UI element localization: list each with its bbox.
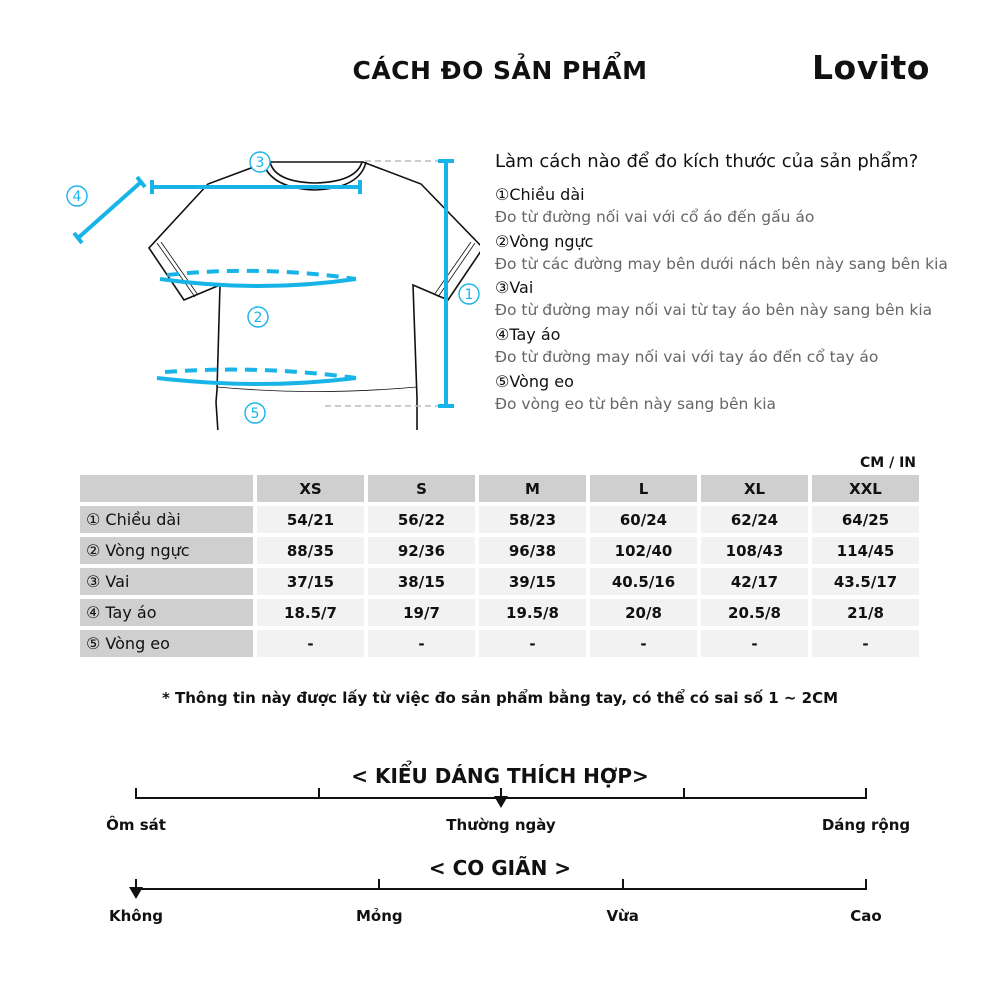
table-cell: 40.5/16: [590, 568, 697, 595]
scale-label: Cao: [850, 907, 882, 925]
table-cell: 21/8: [812, 599, 919, 626]
table-cell: 20/8: [590, 599, 697, 626]
scale-label: Không: [108, 907, 164, 925]
scale-tick: [621, 879, 624, 889]
page-title: CÁCH ĐO SẢN PHẨM: [352, 56, 648, 85]
table-cell: 56/22: [368, 506, 475, 533]
instruction-name: ④Tay áo: [495, 325, 561, 344]
table-header-xxl: XXL: [812, 475, 919, 502]
scale-tick: [500, 788, 502, 798]
table-header-xl: XL: [701, 475, 808, 502]
table-header-corner: [80, 475, 253, 502]
table-cell: -: [590, 630, 697, 657]
table-cell: 39/15: [479, 568, 586, 595]
scale-label: Ôm sát: [106, 816, 166, 834]
scale-tick: [378, 879, 381, 889]
label-chest: 2: [254, 310, 263, 326]
waist-measure-line: [156, 376, 357, 386]
table-cell: 60/24: [590, 506, 697, 533]
row-label: ① Chiều dài: [80, 506, 253, 533]
table-cell: 19/7: [368, 599, 475, 626]
scale-label: Thường ngày: [446, 816, 556, 834]
tshirt-outline: [147, 161, 480, 430]
instruction-desc: Đo từ các đường may bên dưới nách bên nà…: [495, 255, 948, 273]
instruction-name: ①Chiều dài: [495, 185, 585, 204]
fit-scale-title: < KIỂU DÁNG THÍCH HỢP>: [351, 764, 649, 788]
table-cell: 37/15: [257, 568, 364, 595]
table-cell: -: [257, 630, 364, 657]
scale-tick: [317, 788, 320, 798]
scale-tick: [865, 788, 867, 798]
scale-tick: [865, 879, 867, 889]
instruction-name: ③Vai: [495, 278, 534, 297]
brand-logo: Lovito: [812, 48, 930, 87]
table-cell: -: [479, 630, 586, 657]
instruction-desc: Đo từ đường may nối vai với tay áo đến c…: [495, 348, 879, 366]
table-cell: 92/36: [368, 537, 475, 564]
instructions-title: Làm cách nào để đo kích thước của sản ph…: [495, 151, 919, 172]
table-cell: 96/38: [479, 537, 586, 564]
sleeve-measure-line: [76, 180, 143, 240]
label-waist: 5: [251, 406, 260, 422]
instruction-desc: Đo từ đường nối vai với cổ áo đến gấu áo: [495, 208, 815, 226]
scale-line: [135, 888, 867, 890]
scale-label: Dáng rộng: [821, 816, 911, 834]
row-label: ⑤ Vòng eo: [80, 630, 253, 657]
row-label: ③ Vai: [80, 568, 253, 595]
table-header-m: M: [479, 475, 586, 502]
row-label: ④ Tay áo: [80, 599, 253, 626]
tshirt-measurement-diagram: 1 2 3 4 5: [66, 151, 480, 430]
chest-measure-line: [159, 277, 357, 288]
stretch-scale-title: < CO GIÃN >: [428, 856, 572, 880]
row-label: ② Vòng ngực: [80, 537, 253, 564]
label-sleeve: 4: [73, 189, 82, 205]
table-cell: 102/40: [590, 537, 697, 564]
label-length: 1: [465, 287, 474, 303]
table-cell: 18.5/7: [257, 599, 364, 626]
label-shoulder: 3: [256, 155, 265, 171]
table-cell: 54/21: [257, 506, 364, 533]
table-cell: 64/25: [812, 506, 919, 533]
table-cell: 58/23: [479, 506, 586, 533]
scale-tick: [135, 879, 137, 889]
table-cell: 108/43: [701, 537, 808, 564]
table-cell: 20.5/8: [701, 599, 808, 626]
table-cell: 88/35: [257, 537, 364, 564]
table-cell: -: [701, 630, 808, 657]
instruction-desc: Đo vòng eo từ bên này sang bên kia: [495, 395, 777, 413]
scale-tick: [682, 788, 685, 798]
measurement-note: * Thông tin này được lấy từ việc đo sản …: [161, 689, 839, 707]
table-cell: 114/45: [812, 537, 919, 564]
table-header-xs: XS: [257, 475, 364, 502]
scale-tick: [135, 788, 137, 798]
scale-label: Vừa: [606, 907, 639, 925]
scale-selected-marker: [129, 887, 143, 899]
table-cell: 62/24: [701, 506, 808, 533]
table-cell: 19.5/8: [479, 599, 586, 626]
table-header-s: S: [368, 475, 475, 502]
instruction-desc: Đo từ đường may nối vai từ tay áo bên nà…: [495, 301, 933, 319]
unit-label: CM / IN: [860, 455, 916, 471]
scale-selected-marker: [494, 796, 508, 808]
scale-label: Mỏng: [356, 907, 403, 925]
table-cell: -: [368, 630, 475, 657]
table-header-l: L: [590, 475, 697, 502]
table-cell: 43.5/17: [812, 568, 919, 595]
table-cell: -: [812, 630, 919, 657]
table-cell: 38/15: [368, 568, 475, 595]
instruction-name: ②Vòng ngực: [495, 232, 594, 251]
instruction-name: ⑤Vòng eo: [495, 372, 574, 391]
table-cell: 42/17: [701, 568, 808, 595]
